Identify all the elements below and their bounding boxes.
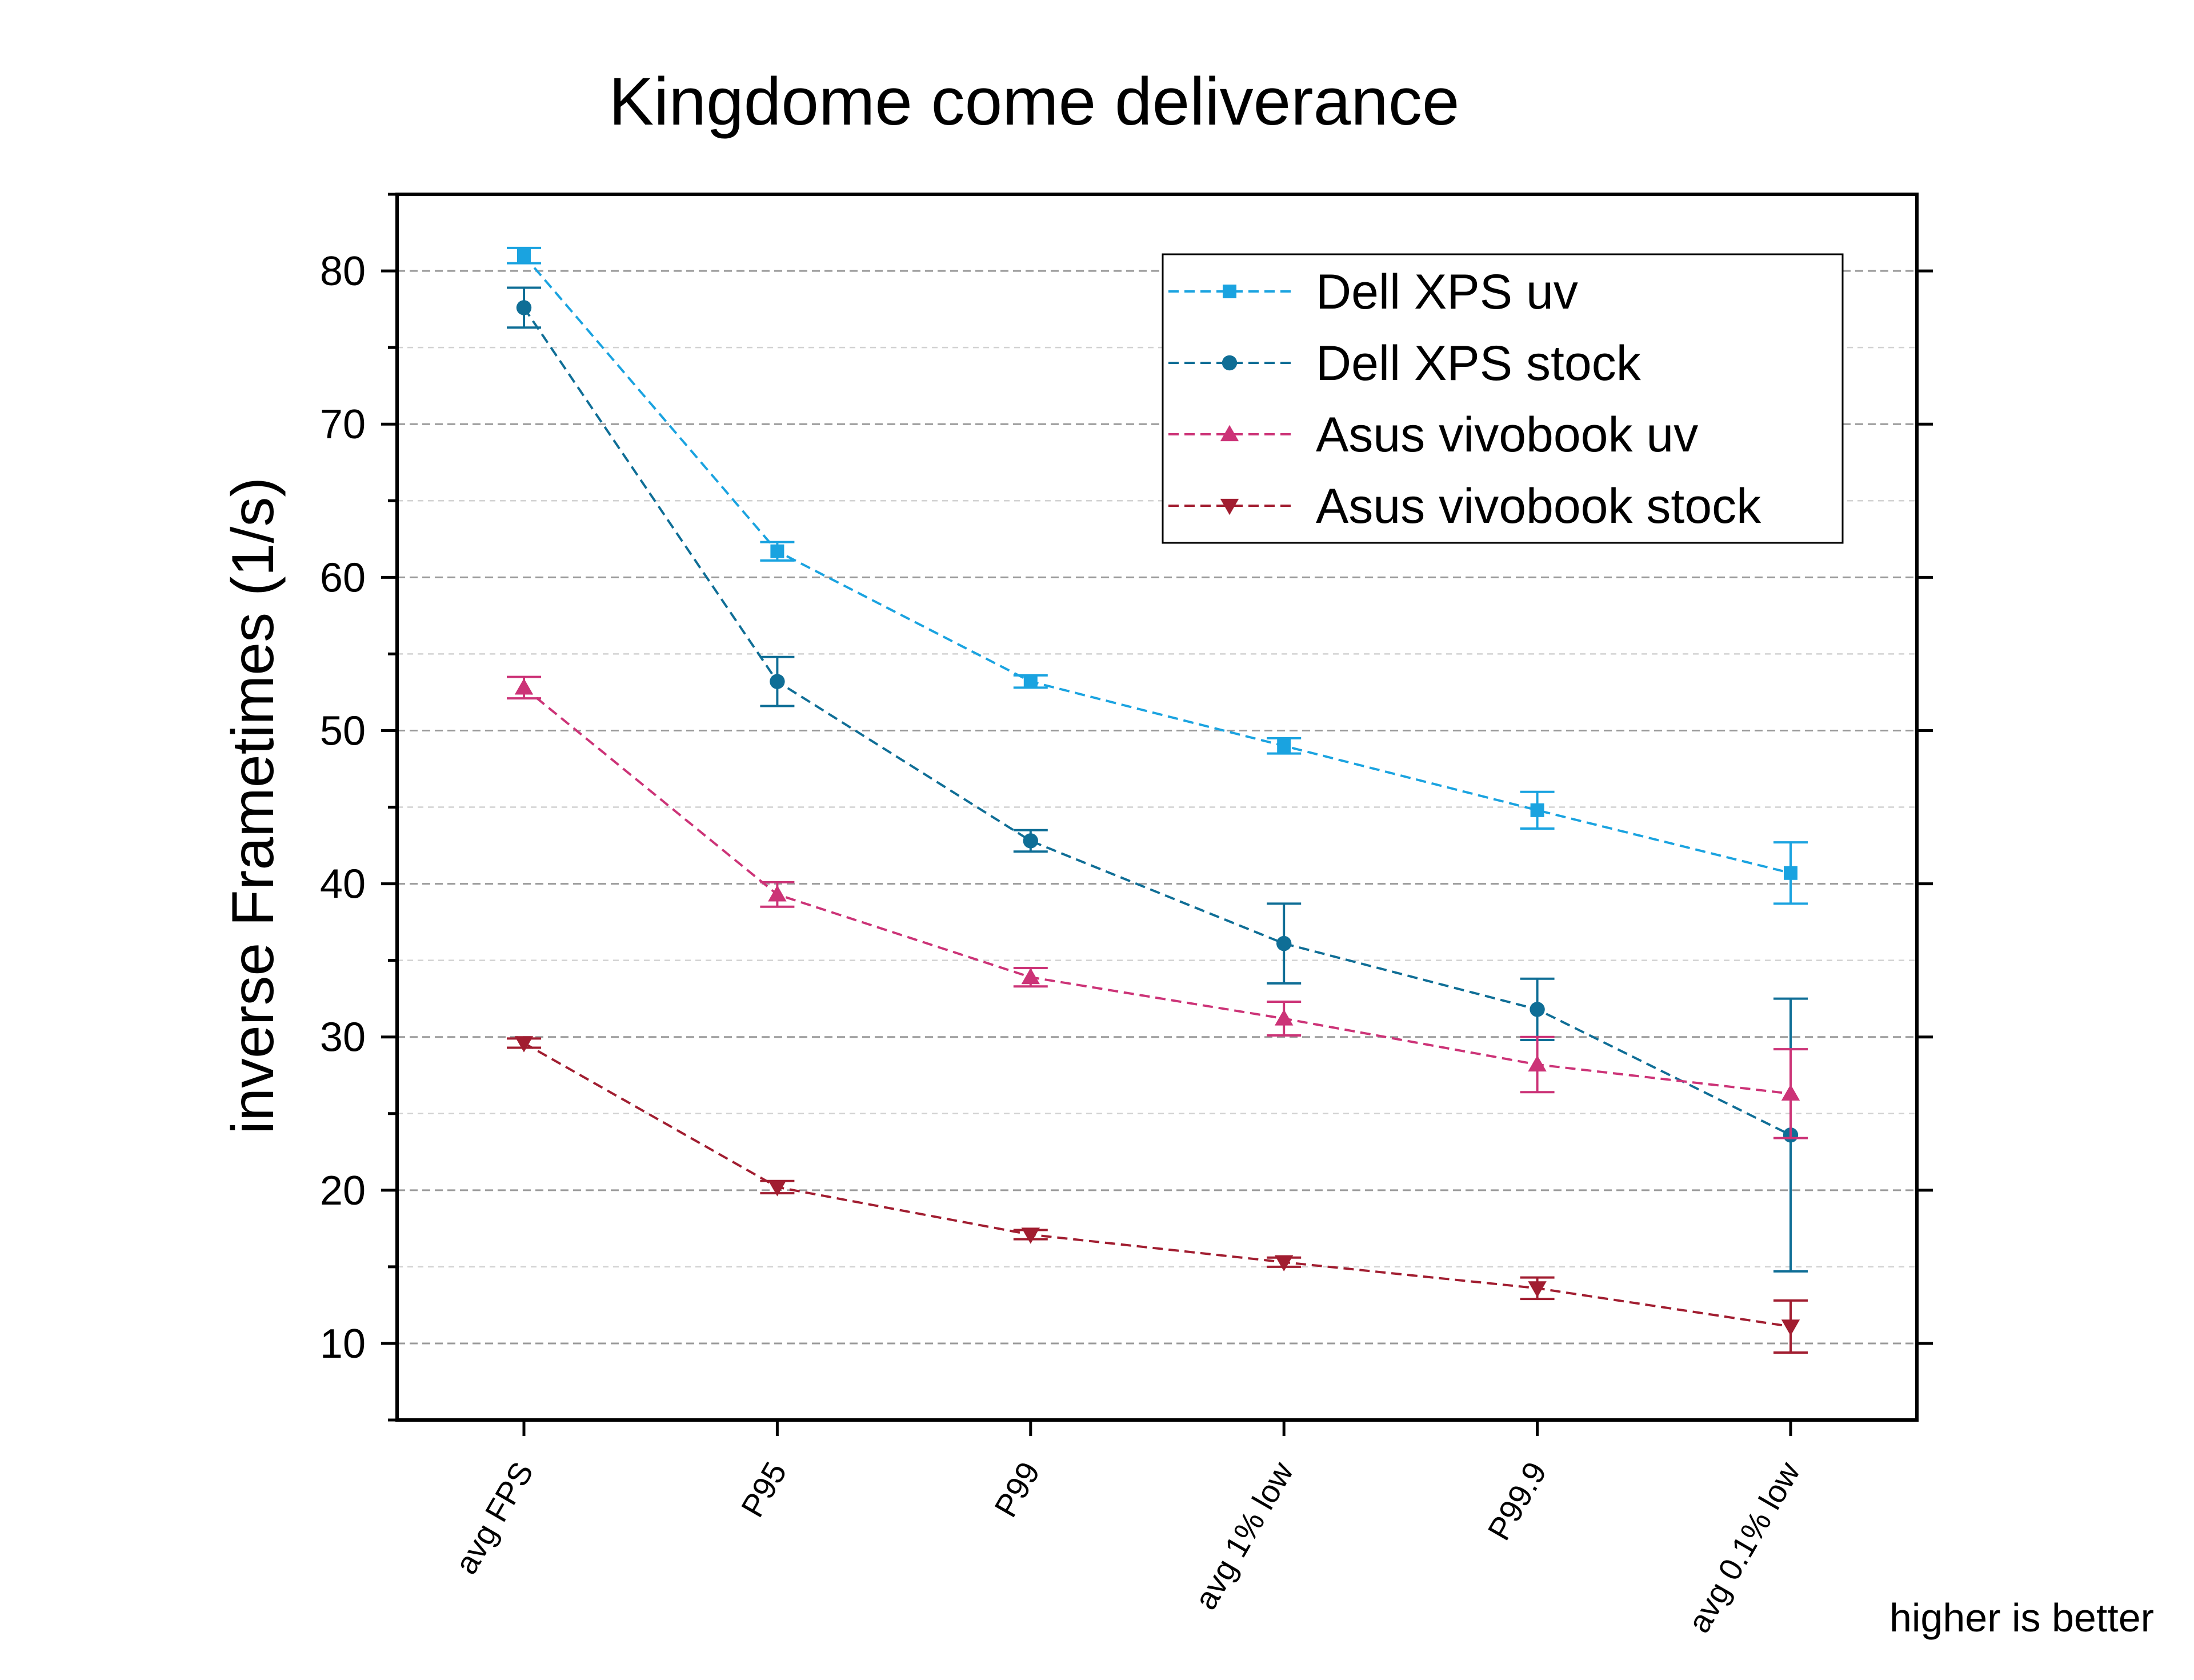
y-tick-label: 50 — [320, 708, 366, 754]
data-point — [1023, 674, 1038, 689]
data-point — [1781, 1319, 1800, 1336]
data-point — [768, 885, 787, 902]
series-line — [523, 686, 1791, 1095]
legend-box — [1162, 253, 1844, 544]
legend-label: Asus vivobook stock — [1316, 479, 1761, 534]
series-asus-vivobook-stock — [507, 1036, 1808, 1354]
y-tick-label: 70 — [320, 402, 366, 447]
data-point — [770, 674, 785, 689]
legend-marker — [1220, 425, 1239, 442]
chart-note: higher is better — [1889, 1595, 2154, 1640]
data-point — [514, 678, 534, 695]
legend: Dell XPS uv Dell XPS stock Asus vivobook u… — [1162, 253, 1844, 544]
data-point — [1530, 1002, 1545, 1017]
legend-marker — [1222, 355, 1238, 371]
data-point — [770, 544, 784, 558]
series-dell-xps-stock — [507, 286, 1808, 1273]
y-tick-label: 10 — [320, 1321, 366, 1367]
legend-marker — [1223, 285, 1236, 298]
data-point — [1276, 935, 1292, 951]
data-point — [514, 1036, 534, 1053]
y-tick-label: 30 — [320, 1015, 366, 1061]
data-point — [1528, 1281, 1547, 1298]
y-axis-label: inverse Frametimes (1/s) — [220, 477, 286, 1134]
y-tick-label: 60 — [320, 555, 366, 601]
legend-label: Dell XPS uv — [1316, 265, 1578, 319]
y-tick-label: 20 — [320, 1168, 366, 1214]
data-point — [1275, 1009, 1294, 1026]
legend-marker — [1220, 498, 1239, 515]
series-line — [523, 307, 1791, 1137]
legend-label: Dell XPS stock — [1316, 336, 1642, 391]
legend-label: Asus vivobook uv — [1316, 407, 1698, 462]
series-dell-xps-uv — [507, 246, 1808, 905]
data-point — [1784, 866, 1797, 880]
data-point — [1530, 803, 1544, 817]
series-line — [523, 254, 1791, 874]
data-point — [1277, 739, 1291, 753]
data-point — [1021, 967, 1040, 985]
data-point — [768, 1180, 787, 1197]
y-tick-label: 80 — [320, 249, 366, 294]
series-line — [523, 1042, 1791, 1328]
data-point — [1275, 1255, 1294, 1272]
data-point — [1023, 833, 1039, 849]
data-point — [1528, 1055, 1547, 1072]
y-tick-label: 40 — [320, 862, 366, 907]
data-point — [1021, 1227, 1040, 1244]
data-point — [516, 300, 532, 315]
data-point — [517, 249, 531, 263]
data-point — [1781, 1084, 1800, 1101]
series-asus-vivobook-uv — [507, 675, 1808, 1139]
chart-title: Kingdome come deliverance — [609, 64, 1460, 139]
series-layer — [507, 246, 1808, 1354]
